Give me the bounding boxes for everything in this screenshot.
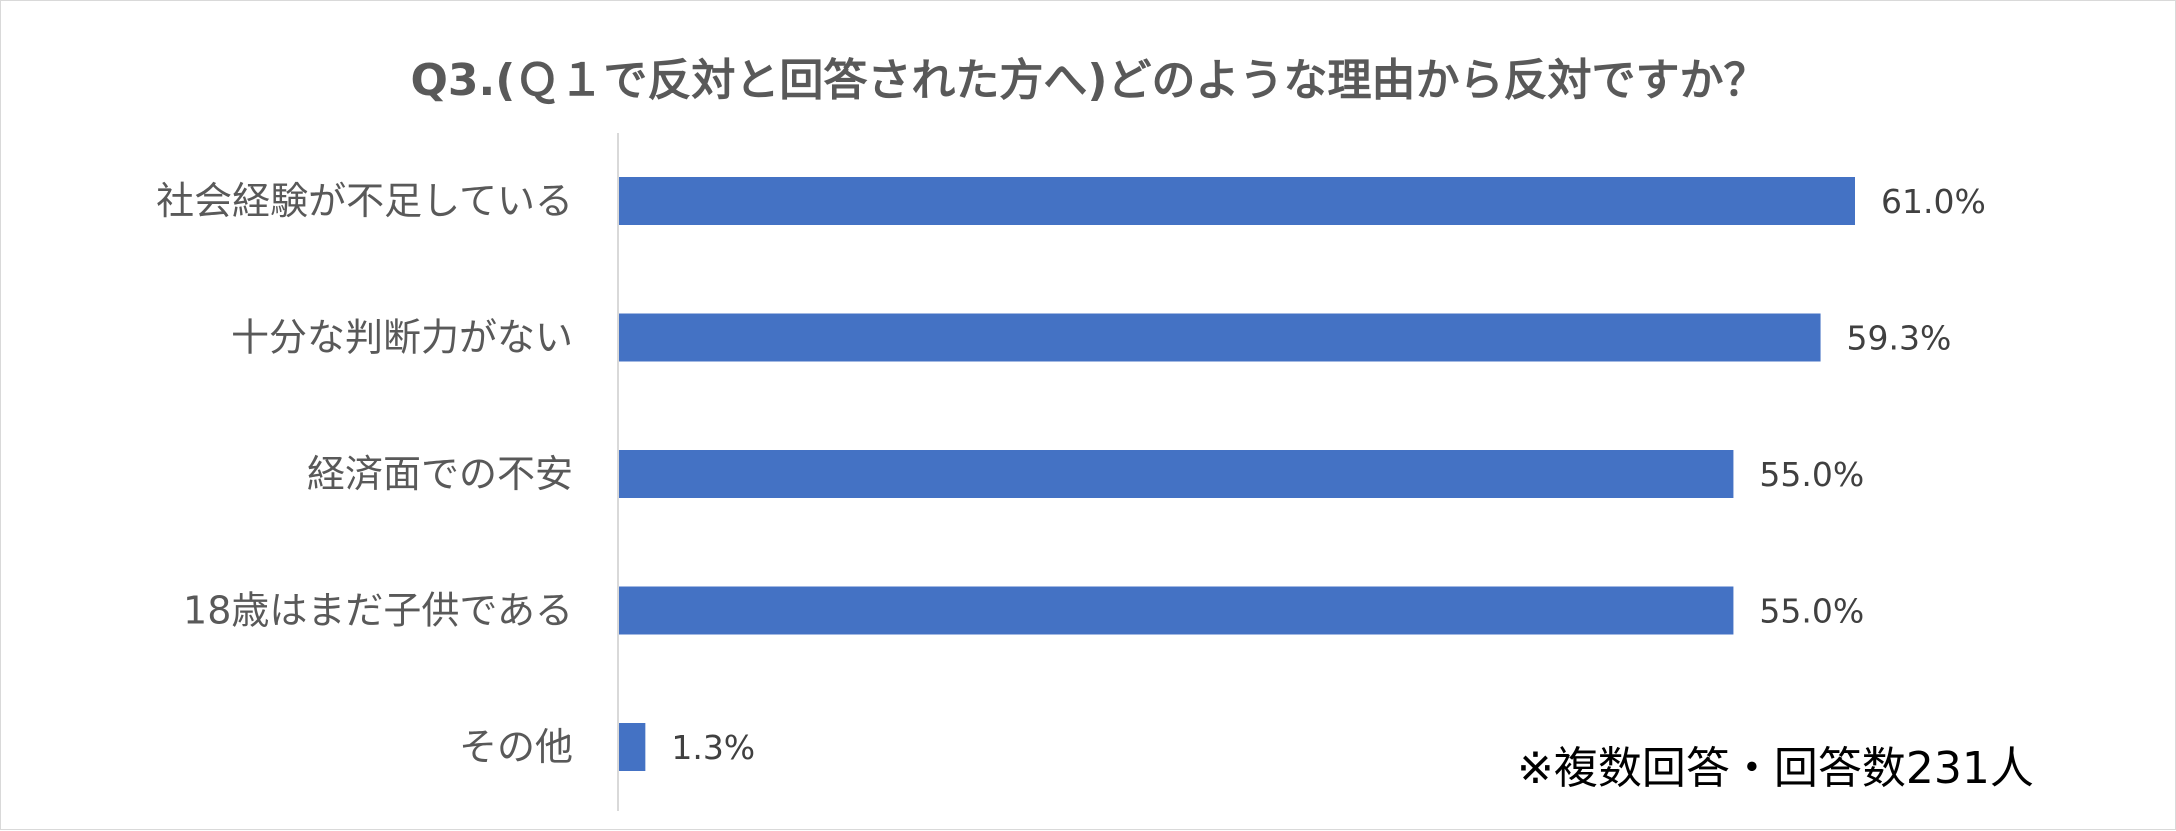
- category-label: 社会経験が不足している: [156, 179, 573, 223]
- data-label: 55.0%: [1759, 592, 1864, 631]
- category-label: 十分な判断力がない: [231, 316, 573, 360]
- bars-layer: 社会経験が不足している 61.0% 十分な判断力がない 59.3% 経済面での不安 55.…: [156, 177, 1986, 771]
- data-label: 1.3%: [671, 728, 755, 767]
- bar: [619, 723, 646, 771]
- bar: [619, 313, 1821, 362]
- bar: [619, 450, 1734, 498]
- data-label: 59.3%: [1847, 319, 1952, 358]
- response-note: ※複数回答・回答数231人: [1517, 743, 2034, 794]
- data-label: 61.0%: [1881, 182, 1986, 221]
- category-label: その他: [459, 725, 573, 769]
- category-label: 18歳はまだ子供である: [183, 589, 573, 633]
- bar: [619, 586, 1734, 635]
- bar: [619, 177, 1855, 225]
- data-label: 55.0%: [1759, 455, 1864, 494]
- category-label: 経済面での不安: [307, 452, 573, 496]
- chart-title: Q3.(Ｑ１で反対と回答された方へ)どのような理由から反対ですか？: [411, 55, 1768, 106]
